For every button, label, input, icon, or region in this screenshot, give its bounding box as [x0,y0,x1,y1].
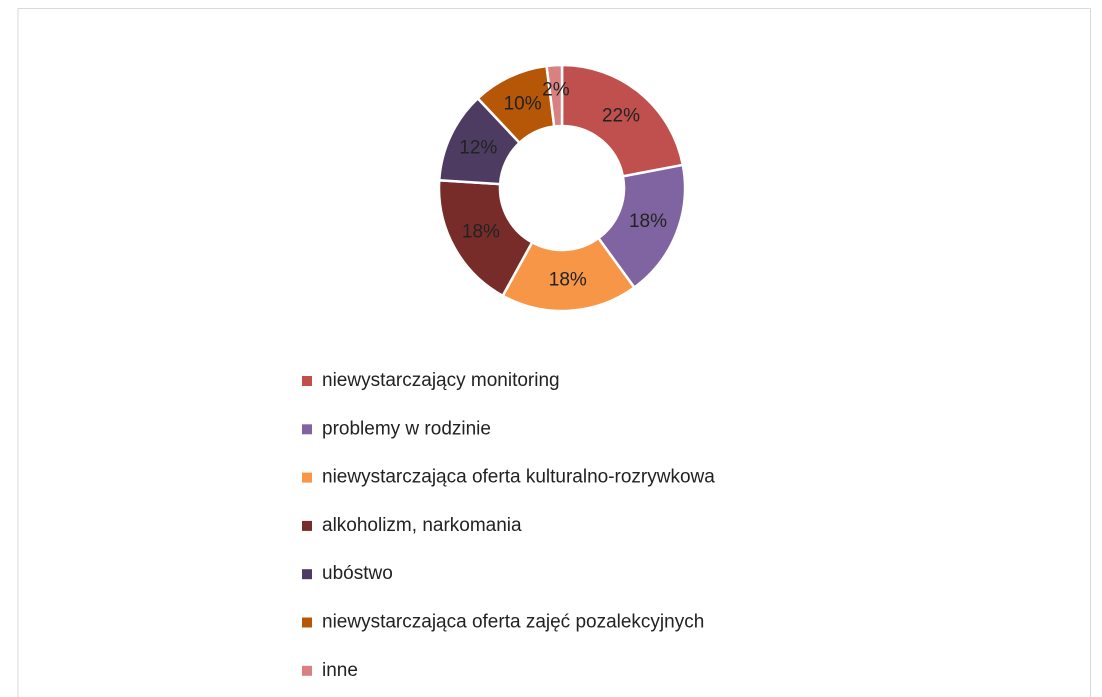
data-label: 2% [542,80,570,101]
legend-label: ubóstwo [322,563,393,584]
donut-slice [501,236,637,313]
data-label: 18% [549,269,587,290]
legend-swatch [302,520,312,531]
donut-slice [437,178,534,298]
donut-slice [596,163,687,290]
legend-label: inne [322,660,358,681]
data-label: 22% [602,106,640,127]
donut-slice [545,63,564,128]
legend-label: niewystarczająca oferta kulturalno-rozry… [322,467,715,488]
legend-swatch [302,665,312,676]
legend-label: problemy w rodzinie [322,418,491,439]
data-label: 18% [462,222,500,243]
legend-label: alkoholizm, narkomania [322,515,522,536]
legend-swatch [302,376,312,386]
legend-swatch [302,472,312,483]
donut-slice [560,63,685,178]
chart-border [17,8,1091,697]
legend-label: niewystarczająca oferta zajęć pozalekcyj… [322,612,704,633]
data-label: 10% [504,93,542,114]
legend-swatch [302,424,312,435]
data-label: 12% [459,138,497,159]
data-label: 18% [629,211,667,232]
legend-swatch [302,617,312,628]
legend-label: niewystarczający monitoring [322,370,560,391]
legend-swatch [302,569,312,580]
